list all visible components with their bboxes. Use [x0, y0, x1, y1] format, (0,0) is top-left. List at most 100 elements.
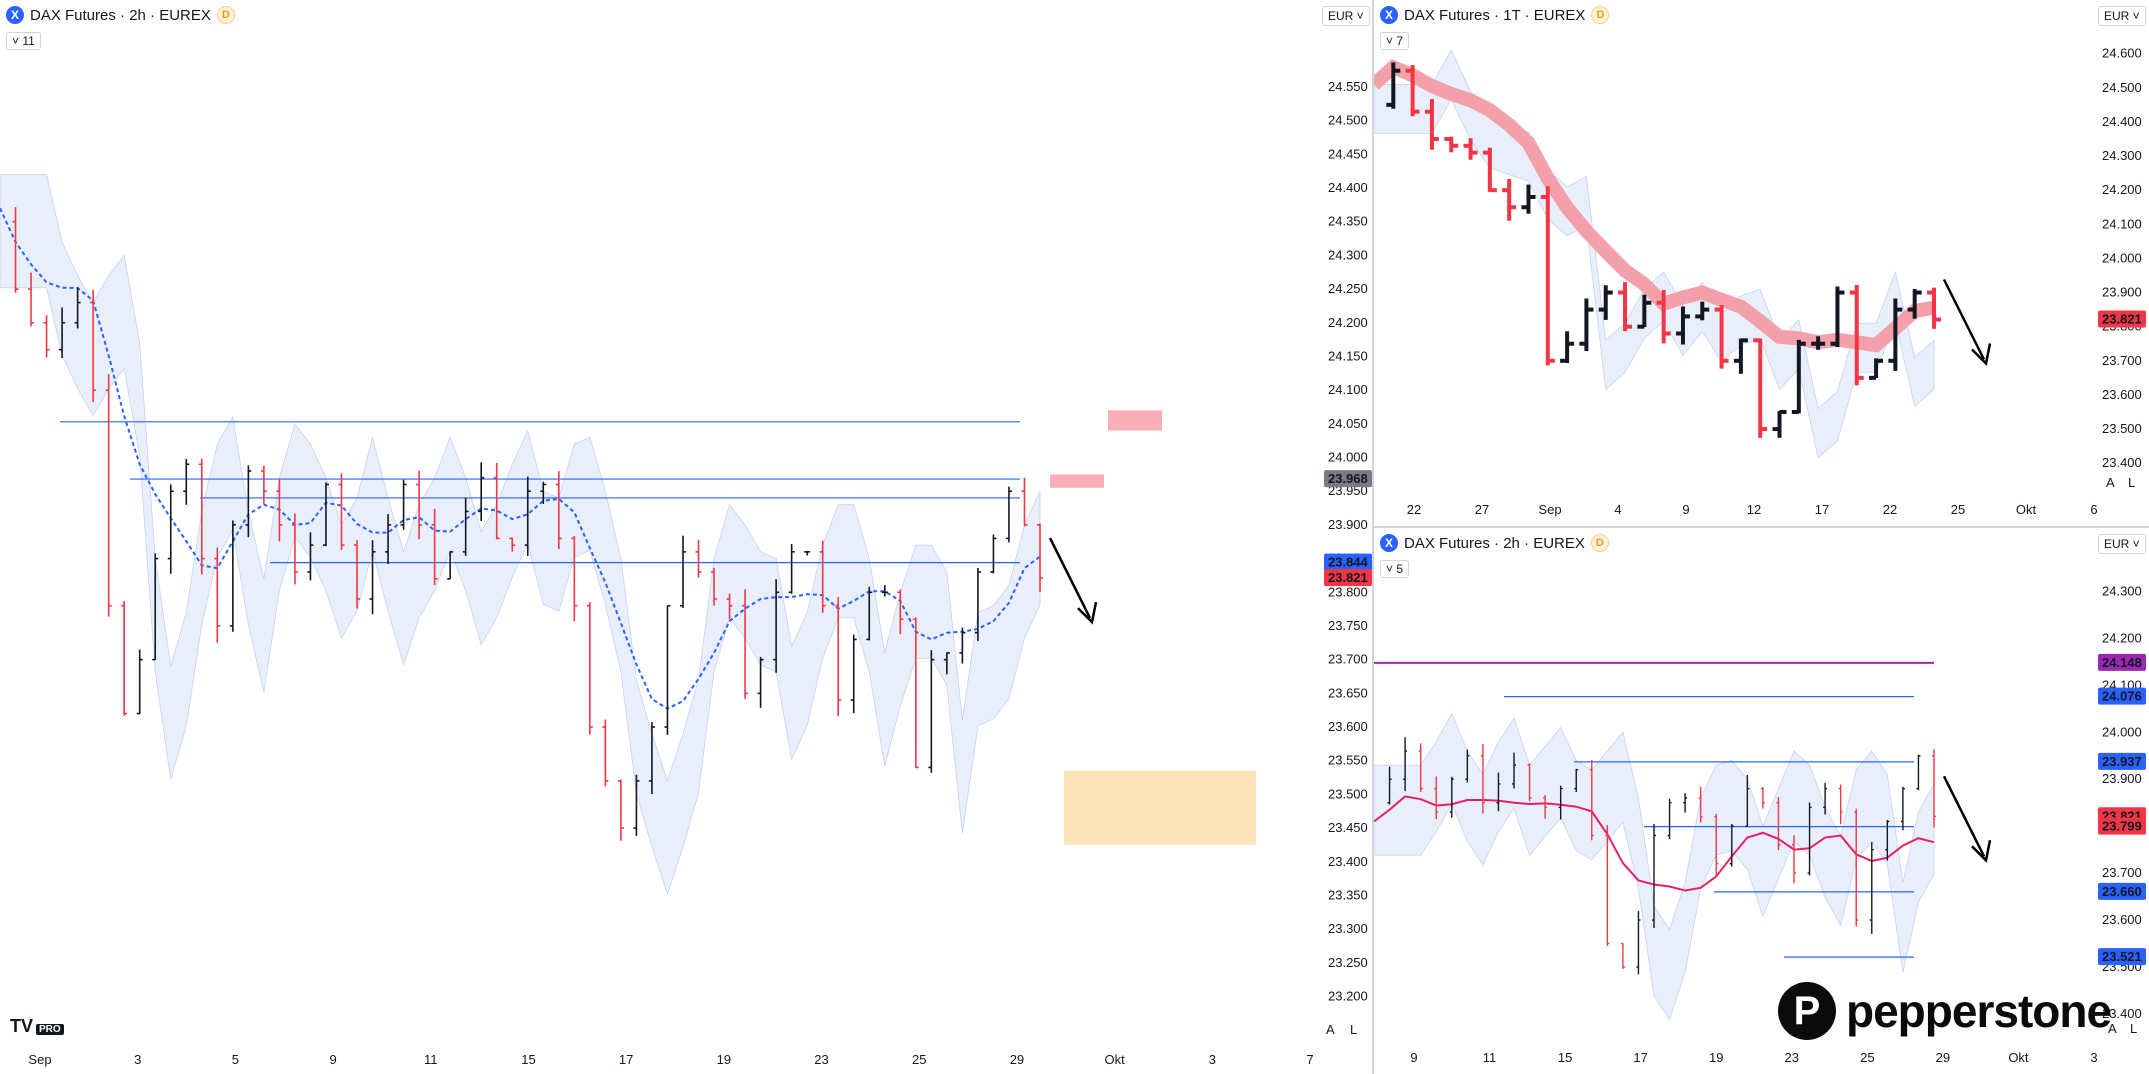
- x-axis-tick-label: 7: [1306, 1052, 1313, 1067]
- left-chart-panel[interactable]: 24.550 24.500 24.450 24.400 24.350 24.300 24.2…: [0, 0, 1372, 1074]
- left-chart-svg[interactable]: 24.550 24.500 24.450 24.400 24.350 24.300 24.2…: [0, 0, 1372, 1074]
- y-axis-tick-label: 24.400: [2102, 114, 2142, 129]
- x-axis-tick-label: Sep: [1538, 502, 1561, 517]
- currency-label: EUR: [2104, 537, 2130, 551]
- y-axis-tick-label: 24.000: [1328, 450, 1368, 465]
- top-right-chart-legend: X DAX Futures · 1T · EUREX D: [1380, 6, 1610, 24]
- y-axis-tick-label: 24.450: [1328, 146, 1368, 161]
- top-right-chart-title: DAX Futures · 1T · EUREX: [1404, 6, 1586, 24]
- y-axis-tick-label: 23.350: [1328, 887, 1368, 902]
- y-axis-tick-label: 23.800: [1328, 584, 1368, 599]
- indicators-toggle-button[interactable]: ˅ 11: [6, 32, 41, 50]
- x-axis-tick-label: 25: [1860, 1050, 1874, 1065]
- pepperstone-logo: P pepperstone: [1778, 982, 2112, 1040]
- x-axis-tick-label: 6: [2090, 502, 2097, 517]
- left-chart-title: DAX Futures · 2h · EUREX: [30, 6, 211, 24]
- auto-scale-button[interactable]: A: [2108, 1021, 2117, 1036]
- y-axis-tick-label: 23.550: [1328, 753, 1368, 768]
- bottom-right-chart-legend: X DAX Futures · 2h · EUREX D: [1380, 534, 1609, 552]
- indicator-count: 11: [22, 34, 35, 48]
- price-tag-label: 24.076: [2102, 689, 2142, 704]
- indicators-toggle-button[interactable]: ˅ 7: [1380, 32, 1410, 50]
- x-axis-tick-label: 4: [1614, 502, 1621, 517]
- resistance-zone-lower: [1050, 474, 1104, 488]
- auto-scale-button[interactable]: A: [2106, 475, 2115, 490]
- y-axis-tick-label: 23.700: [1328, 652, 1368, 667]
- price-tag-background: [1324, 553, 1372, 571]
- x-axis-tick-label: Okt: [1104, 1052, 1125, 1067]
- y-axis-tick-label: 23.900: [2102, 285, 2142, 300]
- data-badge-icon: D: [216, 6, 235, 24]
- bottom-right-chart-svg[interactable]: 24.30024.20024.10024.00023.90023.80023.7…: [1374, 528, 2149, 1074]
- panel-divider-vertical[interactable]: [1372, 0, 1374, 1074]
- y-axis-tick-label: 24.300: [2102, 583, 2142, 598]
- y-axis-tick-label: 23.400: [1328, 854, 1368, 869]
- x-axis-tick-label: 23: [1785, 1050, 1799, 1065]
- x-axis-tick-label: 15: [521, 1052, 535, 1067]
- price-tag-label: 23.968: [1328, 471, 1368, 486]
- price-tag-background: [2098, 948, 2146, 966]
- currency-button[interactable]: EUR ˅: [1322, 6, 1370, 26]
- currency-button[interactable]: EUR ˅: [2098, 6, 2146, 26]
- x-axis-tick-label: 9: [1410, 1050, 1417, 1065]
- x-axis-tick-label: 3: [134, 1052, 141, 1067]
- y-axis-tick-label: 24.100: [2102, 216, 2142, 231]
- y-axis-tick-label: 24.000: [2102, 724, 2142, 739]
- exchange-logo-icon: X: [6, 6, 24, 24]
- y-axis-tick-label: 24.300: [2102, 148, 2142, 163]
- top-right-chart-panel[interactable]: 24.600 24.500 24.400 24.300 24.200 24.100 24.0…: [1374, 0, 2149, 526]
- indicator-count: 5: [1396, 562, 1404, 576]
- y-axis-tick-label: 24.250: [1328, 281, 1368, 296]
- exchange-logo-icon: X: [1380, 534, 1398, 552]
- auto-scale-button[interactable]: A: [1326, 1022, 1335, 1037]
- y-axis-tick-label: 23.500: [1328, 786, 1368, 801]
- x-axis-tick-label: 9: [329, 1052, 336, 1067]
- price-tag-background: [1324, 569, 1372, 587]
- y-axis-tick-label: 24.000: [2102, 250, 2142, 265]
- down-arrow-head: [1077, 601, 1098, 625]
- x-axis-tick-label: 27: [1475, 502, 1489, 517]
- log-scale-button[interactable]: L: [2128, 475, 2136, 490]
- bottom-right-chart-panel[interactable]: 24.30024.20024.10024.00023.90023.80023.7…: [1374, 528, 2149, 1074]
- y-axis-tick-label: 23.700: [2102, 865, 2142, 880]
- x-axis-tick-label: 3: [1209, 1052, 1216, 1067]
- y-axis-tick-label: 24.200: [1328, 315, 1368, 330]
- y-axis-tick-label: 24.050: [1328, 416, 1368, 431]
- y-axis-tick-label: 24.550: [1328, 79, 1368, 94]
- price-tag-label: 24.148: [2102, 655, 2142, 670]
- x-axis-tick-label: 17: [1633, 1050, 1647, 1065]
- currency-button[interactable]: EUR ˅: [2098, 534, 2146, 554]
- y-axis-tick-label: 23.700: [2102, 353, 2142, 368]
- log-scale-button[interactable]: L: [1350, 1022, 1358, 1037]
- x-axis-tick-label: 25: [1951, 502, 1965, 517]
- y-axis-tick-label: 23.600: [2102, 387, 2142, 402]
- y-axis-tick-label: 24.100: [1328, 382, 1368, 397]
- x-axis-tick-label: 9: [1682, 502, 1689, 517]
- price-tag-background: [2098, 687, 2146, 705]
- indicators-toggle-button[interactable]: ˅ 5: [1380, 560, 1410, 578]
- y-axis-tick-label: 24.500: [2102, 80, 2142, 95]
- top-right-chart-svg[interactable]: 24.600 24.500 24.400 24.300 24.200 24.100 24.0…: [1374, 0, 2149, 526]
- y-axis-tick-label: 23.450: [1328, 820, 1368, 835]
- x-axis-tick-label: 3: [2090, 1050, 2097, 1065]
- panel-divider-horizontal[interactable]: [1374, 526, 2149, 528]
- data-badge-icon: D: [1591, 6, 1610, 24]
- x-axis-tick-label: 17: [1815, 502, 1829, 517]
- pepperstone-mark-icon: P: [1778, 982, 1836, 1040]
- y-axis-tick-label: 24.200: [2102, 630, 2142, 645]
- indicator-count: 7: [1396, 34, 1404, 48]
- log-scale-button[interactable]: L: [2130, 1021, 2138, 1036]
- down-arrow-head: [1971, 343, 1992, 367]
- bottom-right-chart-title: DAX Futures · 2h · EUREX: [1404, 534, 1585, 552]
- x-axis-tick-label: 19: [1709, 1050, 1723, 1065]
- exchange-logo-icon: X: [1380, 6, 1398, 24]
- y-axis-tick-label: 24.350: [1328, 214, 1368, 229]
- price-tag-background: [2098, 653, 2146, 671]
- price-tag-background: [2098, 752, 2146, 770]
- price-tag-background: [2098, 310, 2146, 328]
- down-arrow-head: [1971, 840, 1992, 863]
- target-zone-rectangle: [1064, 770, 1256, 845]
- y-axis-tick-label: 23.600: [1328, 719, 1368, 734]
- x-axis-tick-label: 22: [1883, 502, 1897, 517]
- x-axis-tick-label: 15: [1558, 1050, 1572, 1065]
